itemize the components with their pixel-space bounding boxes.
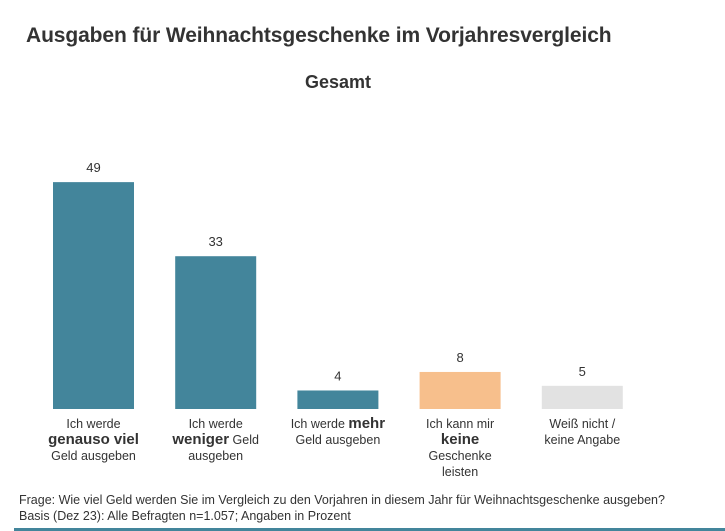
chart-subtitle: Gesamt — [304, 72, 372, 92]
bottom-rule — [14, 528, 725, 531]
chart-footnote: Frage: Wie viel Geld werden Sie im Vergl… — [19, 493, 665, 524]
data-label-3: 4 — [334, 368, 341, 383]
chart-title: Ausgaben für Weihnachtsgeschenke im Vorj… — [26, 24, 612, 47]
bar-2 — [175, 256, 257, 409]
data-label-5: 5 — [579, 364, 586, 379]
category-label-5: Weiß nicht / keine Angabe — [544, 417, 621, 447]
category-label-1: Ich werde genauso viel Geld ausgeben — [48, 417, 139, 463]
footnote-basis: Basis (Dez 23): Alle Befragten n=1.057; … — [19, 508, 351, 523]
data-label-2: 33 — [208, 234, 222, 249]
category-label-4: Ich kann mir keine Geschenke leisten — [426, 417, 495, 479]
bar-3 — [297, 390, 379, 409]
category-label-2: Ich werde weniger Geld ausgeben — [172, 417, 259, 463]
bar-1 — [53, 182, 134, 409]
category-label-3: Ich werde mehr Geld ausgeben — [290, 415, 386, 448]
data-label-1: 49 — [86, 160, 100, 175]
footnote-question: Frage: Wie viel Geld werden Sie im Vergl… — [19, 493, 665, 507]
bar-5 — [541, 385, 623, 409]
bar-4 — [419, 371, 501, 409]
data-label-4: 8 — [456, 350, 463, 365]
